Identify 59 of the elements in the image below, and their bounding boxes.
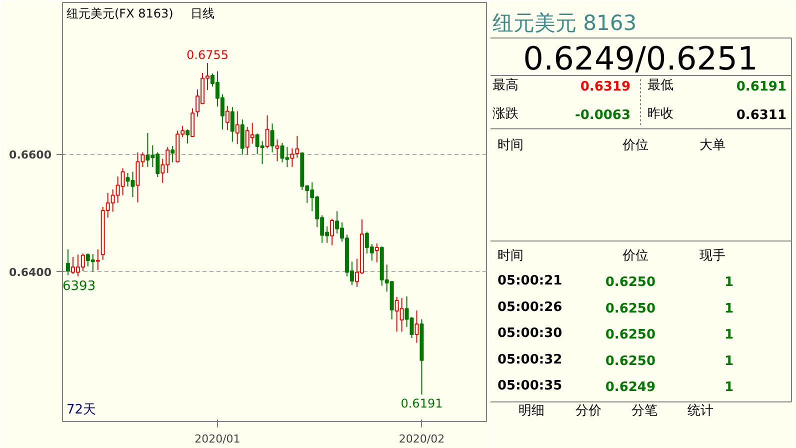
text: 涨跌 [492,106,518,122]
text: 统计 [688,404,714,419]
text: 0.6311 [736,108,787,123]
text: 价位 [622,248,648,264]
text: 0.6250 [605,301,656,316]
text: 0.6250 [605,275,656,290]
annotation: 0.6191 [400,396,443,410]
candlestick [225,105,230,131]
candlestick [96,248,100,270]
text: 价位 [622,138,648,154]
text: 1 [724,301,734,316]
chart-subtitle: 日线 [190,6,214,20]
text: 05:00:32 [498,352,562,368]
x-tick-label: 2020/01 [194,432,240,446]
text: 0.6250 [605,354,656,369]
y-tick-label: 0.6600 [9,148,52,162]
text: 0.6191 [736,80,787,95]
candlestick [374,242,379,263]
text: 0.6249 [605,380,656,395]
text: 分笔 [632,404,658,419]
x-tick-label: 2020/02 [398,432,445,446]
text: -0.0063 [574,108,630,123]
candlestick [66,248,70,276]
text: 现手 [700,248,726,264]
text: 0.6250 [605,328,656,343]
annotation: 6393 [62,278,96,294]
text: 时间 [498,248,524,264]
text: 明细 [518,404,544,419]
annotation: 0.6755 [186,48,228,62]
text: 0.6319 [580,80,631,95]
candlestick [275,138,280,162]
candlestick [186,128,190,144]
text: 05:00:26 [498,300,562,315]
y-tick-label: 0.6400 [9,266,52,280]
candlestick [240,118,244,156]
candlestick [330,218,334,246]
text: 05:00:30 [498,326,562,342]
candlestick [265,114,270,149]
candlestick [270,123,274,153]
text: 1 [724,354,734,369]
text: 昨收 [648,106,674,122]
candlestick [190,108,195,138]
candlestick [235,110,240,145]
text: 0.6249/0.6251 [523,40,758,78]
text: 纽元美元 8163 [492,11,637,36]
text: 05:00:21 [498,274,562,289]
candlestick [230,106,234,142]
candlestick [170,145,175,163]
text: 1 [724,328,734,343]
text: 分价 [576,404,602,419]
text: 最低 [648,78,674,94]
text: 大单 [700,138,726,154]
text: 05:00:35 [498,378,562,394]
chart-title: 纽元美元(FX 8163) [66,6,174,20]
text: 1 [724,380,734,395]
text: 最高 [492,77,518,94]
text: 1 [724,275,734,290]
text: 时间 [498,138,524,154]
annotation: 72天 [66,402,96,418]
